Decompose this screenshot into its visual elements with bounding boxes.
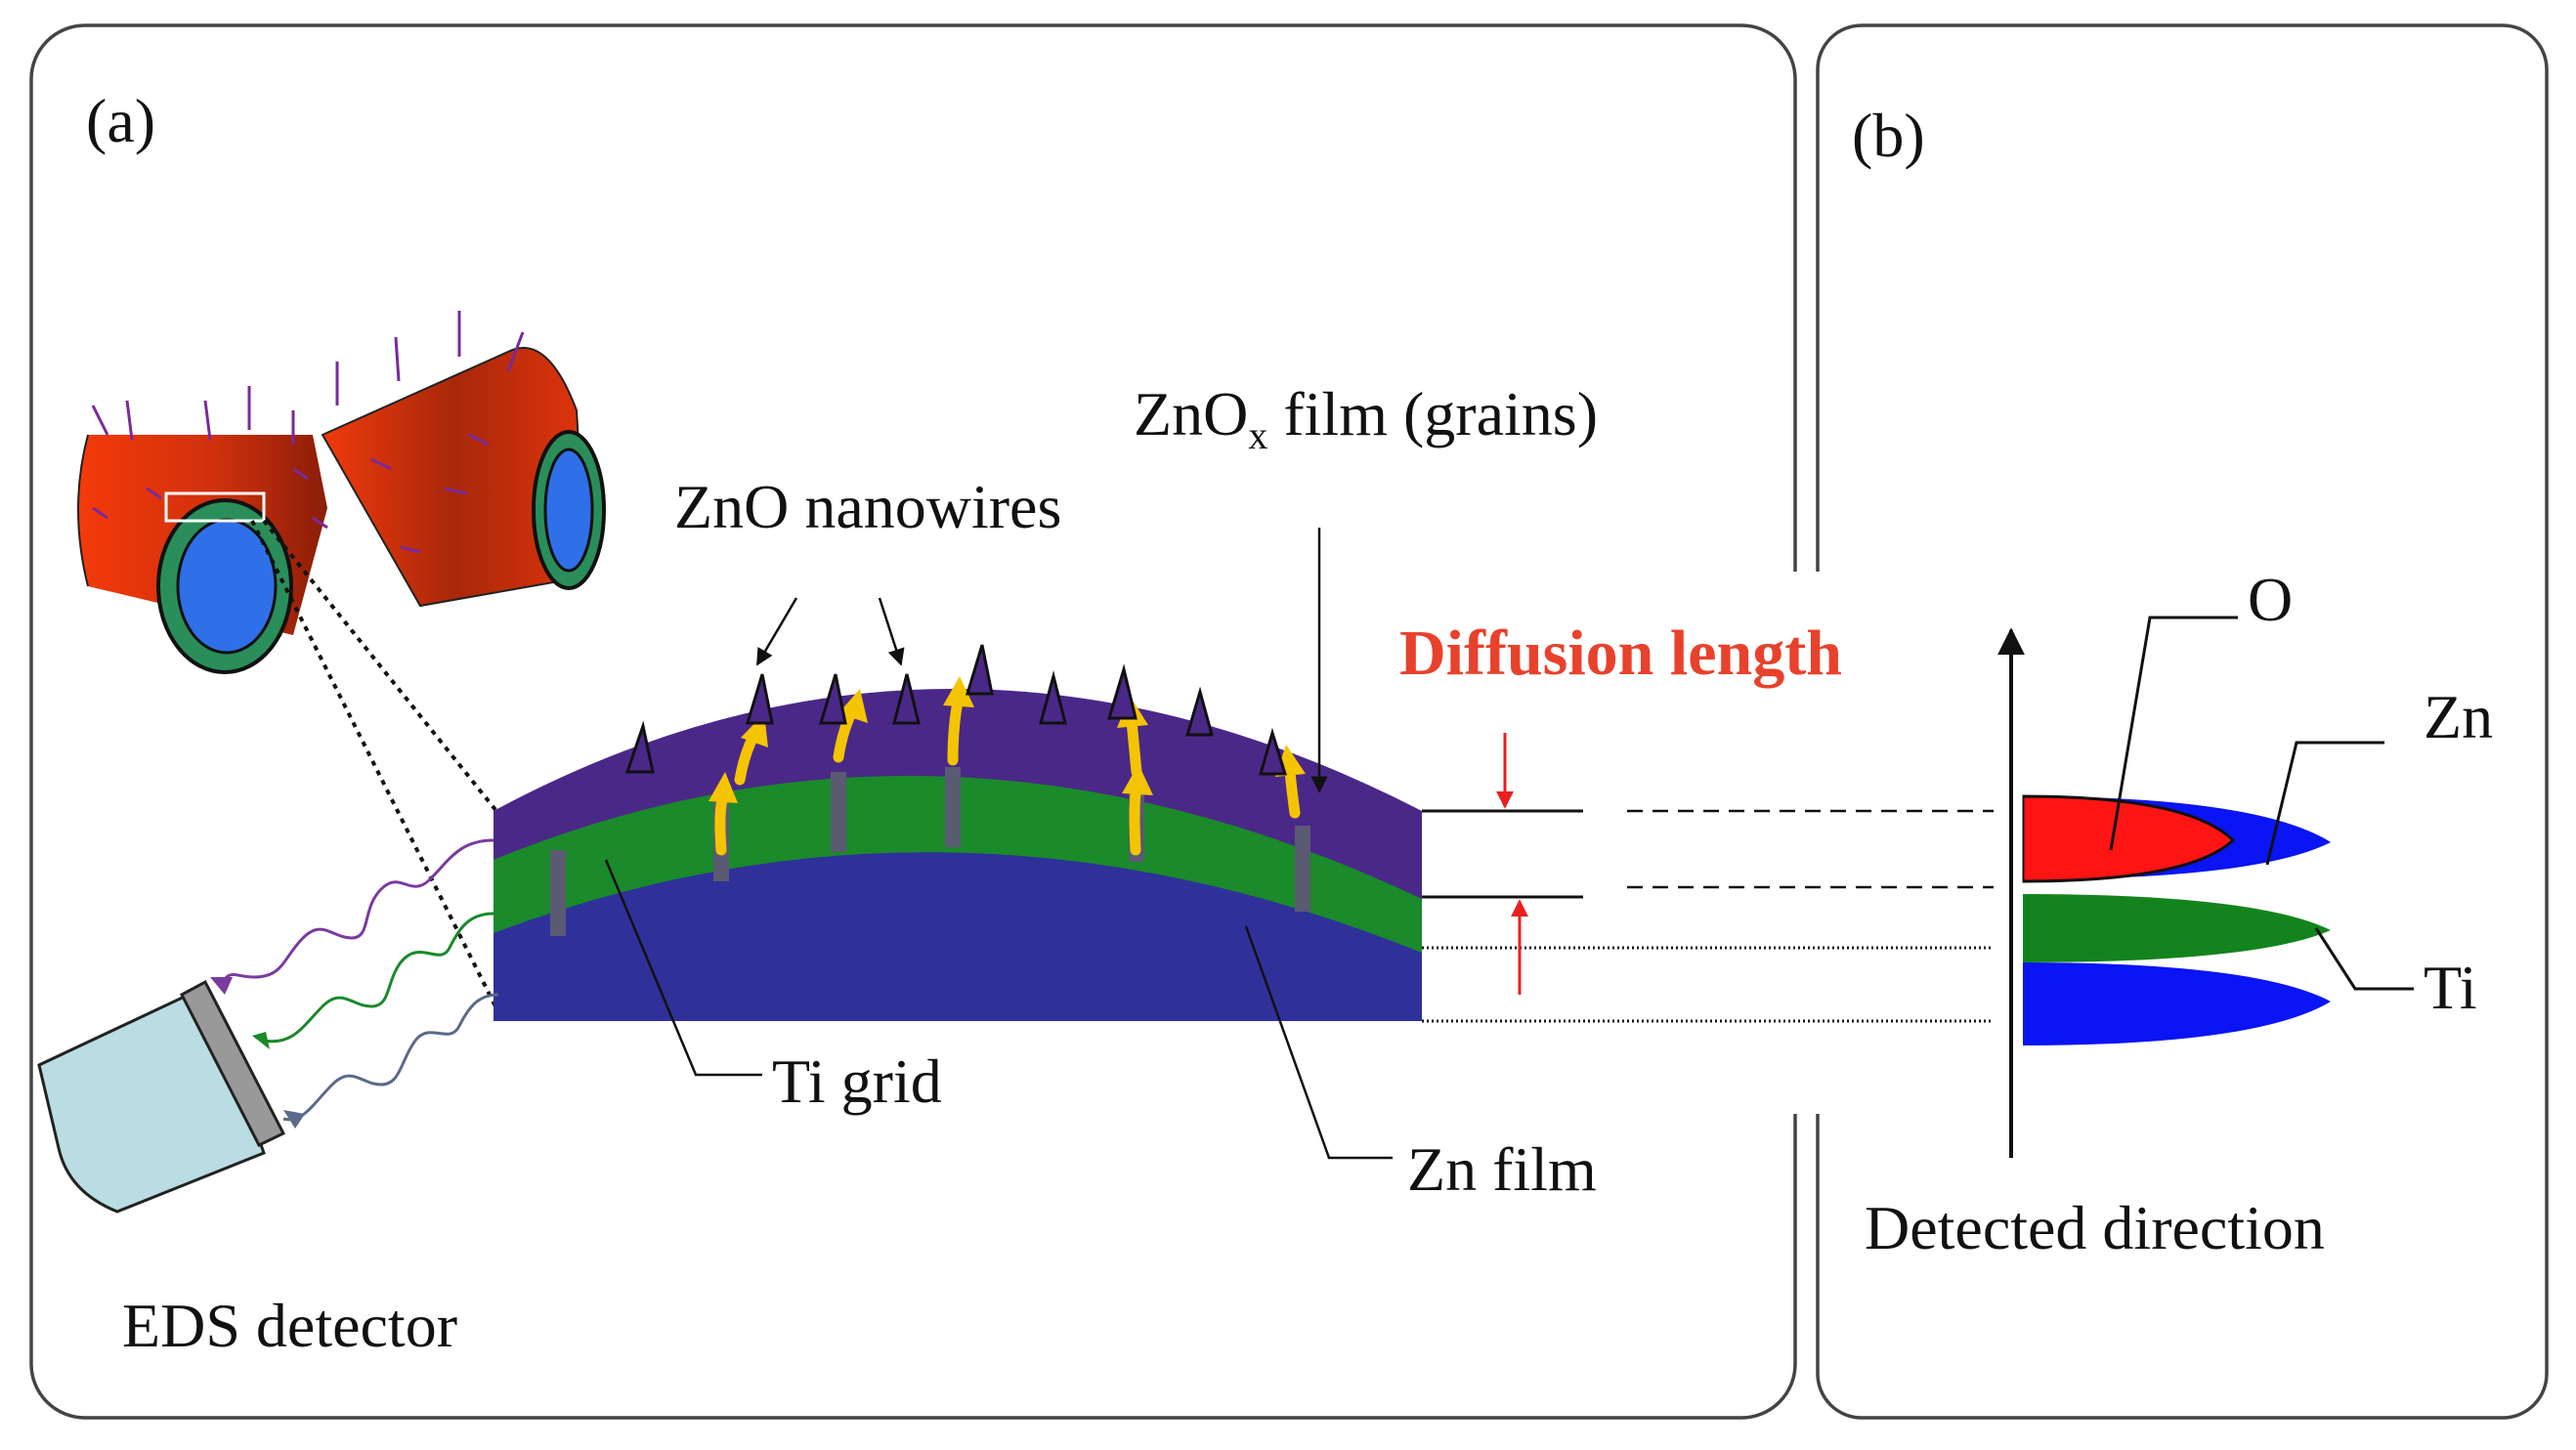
label-znox-sub: x [1248, 413, 1267, 457]
label-znox-rest: film (grains) [1267, 379, 1598, 448]
label-eds-detector: EDS detector [122, 1291, 457, 1360]
label-zn-film: Zn film [1407, 1134, 1597, 1204]
label-detected-direction: Detected direction [1865, 1193, 2325, 1262]
panel-gap-mask [1779, 572, 1837, 1114]
zoom-lines [250, 519, 502, 1017]
label-o: O [2248, 565, 2293, 634]
eds-detector [37, 979, 286, 1214]
profile-leaders [2109, 616, 2414, 991]
label-zn: Zn [2424, 682, 2493, 751]
label-leaders [604, 528, 1393, 1160]
xray-heads [210, 977, 305, 1129]
zno-nanowire-triangles [624, 644, 1288, 776]
panel-b-label: (b) [1852, 101, 1925, 170]
nanowire-tube-illustration [77, 311, 606, 674]
depth-profiles [1997, 627, 2331, 1158]
label-zno-nanowires: ZnO nanowires [674, 472, 1061, 541]
xray-signals [218, 838, 499, 1122]
sample-region-box [164, 491, 266, 523]
label-diffusion-length: Diffusion length [1399, 618, 1842, 689]
label-znox-main: ZnO [1134, 379, 1248, 448]
label-znox-film: ZnOx film (grains) [1134, 379, 1598, 457]
zn-film-base [494, 977, 1422, 1021]
panel-a-label: (a) [86, 86, 155, 155]
diffusion-length-indicator [1422, 733, 1994, 1023]
label-ti-grid: Ti grid [772, 1046, 942, 1116]
label-ti: Ti [2424, 953, 2477, 1022]
